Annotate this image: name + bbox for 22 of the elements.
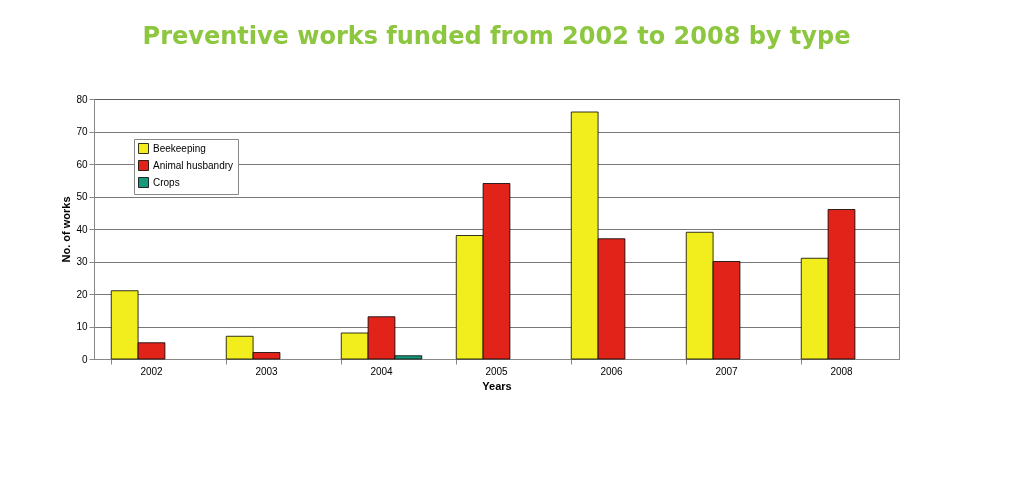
x-tick-label: 2006	[600, 365, 624, 377]
legend-label: Animal husbandry	[153, 159, 234, 171]
y-axis-title: No. of works	[60, 196, 73, 263]
y-tick-label: 50	[76, 191, 88, 202]
y-tick-label: 80	[76, 93, 88, 105]
x-tick-label: 2007	[715, 365, 739, 377]
y-tick-label: 60	[76, 158, 88, 170]
x-tick-label: 2008	[830, 365, 854, 377]
y-tick-label: 0	[81, 353, 88, 365]
y-tick-label: 10	[76, 321, 88, 332]
legend-label: Crops	[153, 176, 180, 188]
x-tick-label: 2004	[370, 365, 394, 377]
x-tick-label: 2005	[485, 365, 509, 377]
x-tick-label: 2002	[140, 365, 164, 377]
x-tick-label: 2003	[255, 365, 279, 377]
x-axis-title: Years	[482, 379, 512, 392]
y-tick-label: 70	[76, 126, 88, 137]
y-tick-label: 30	[76, 256, 88, 267]
y-tick-label: 40	[76, 223, 88, 235]
chart-title: Preventive works funded from 2002 to 2008 by type	[142, 22, 851, 50]
y-tick-label: 20	[76, 288, 88, 300]
legend-label: Beekeeping	[153, 142, 206, 154]
